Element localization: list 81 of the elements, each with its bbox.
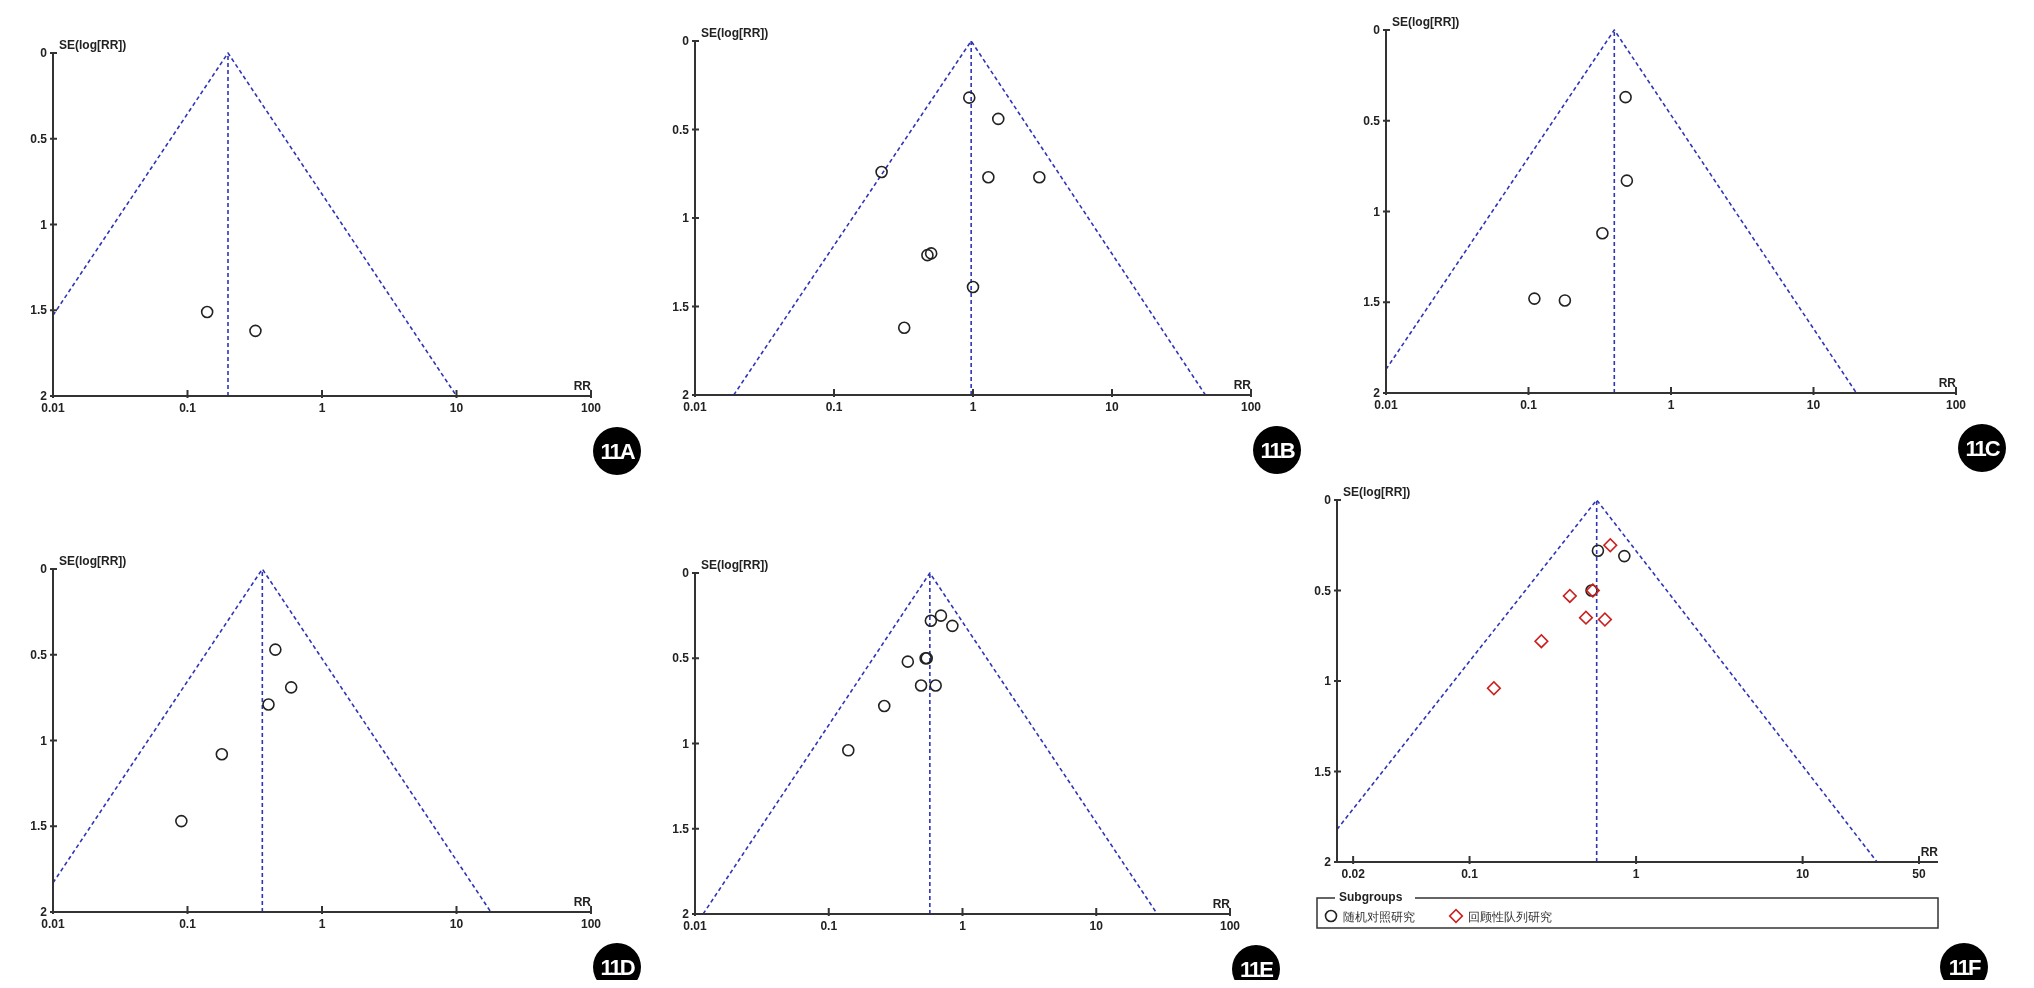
text: 11E [1240, 956, 1274, 982]
x-tick-label: 10 [1806, 398, 1821, 412]
x-axis-title: RR [1920, 845, 1939, 859]
x-tick-label: 0.01 [41, 401, 65, 415]
y-axis-title: SE(log[RR]) [1343, 485, 1411, 499]
y-tick-label: 2 [682, 907, 690, 922]
y-tick-label: 0 [682, 566, 690, 581]
x-tick-label: 100 [1219, 919, 1241, 933]
y-tick-label: 0 [40, 46, 48, 61]
text: 11F [1948, 954, 1981, 980]
text: 11C [1965, 435, 2001, 461]
x-tick-label: 0.01 [683, 400, 707, 414]
y-tick-label: 1 [1373, 204, 1381, 219]
y-tick-label: 1 [682, 736, 690, 751]
y-tick-label: 0.5 [672, 122, 690, 137]
legend-label: 回顾性队列研究 [1468, 909, 1552, 924]
y-tick-label: 1.5 [30, 303, 48, 318]
legend-title: Subgroups [1339, 890, 1403, 904]
y-tick-label: 0 [1373, 23, 1381, 38]
x-tick-label: 0.1 [1461, 867, 1479, 881]
y-tick-label: 1 [40, 217, 48, 232]
text: 11D [600, 954, 635, 980]
y-tick-label: 1.5 [672, 821, 690, 836]
y-tick-label: 2 [682, 388, 690, 403]
x-axis-title: RR [1938, 376, 1957, 390]
x-tick-label: 0.1 [1520, 398, 1538, 412]
y-tick-label: 0.5 [1314, 583, 1332, 598]
x-tick-label: 100 [1240, 400, 1262, 414]
x-axis-title: RR [573, 895, 592, 909]
x-tick-label: 1 [969, 400, 977, 414]
text: 11B [1260, 437, 1295, 463]
x-axis-title: RR [1212, 897, 1231, 911]
x-axis-title: RR [573, 379, 592, 393]
legend-label: 随机对照研究 [1343, 909, 1415, 924]
y-tick-label: 0.5 [30, 647, 48, 662]
y-tick-label: 1.5 [1363, 295, 1381, 310]
x-tick-label: 1 [959, 919, 967, 933]
x-tick-label: 0.1 [179, 917, 197, 931]
y-tick-label: 2 [40, 389, 48, 404]
x-tick-label: 1 [318, 401, 326, 415]
y-axis-title: SE(log[RR]) [1392, 15, 1460, 29]
x-tick-label: 1 [1632, 867, 1640, 881]
y-tick-label: 1.5 [1314, 764, 1332, 779]
x-tick-label: 0.01 [683, 919, 707, 933]
y-tick-label: 0.5 [1363, 113, 1381, 128]
y-tick-label: 0 [682, 34, 690, 49]
y-tick-label: 1.5 [30, 819, 48, 834]
y-tick-label: 2 [1324, 855, 1332, 870]
x-tick-label: 10 [449, 917, 464, 931]
y-tick-label: 0 [1324, 493, 1332, 508]
y-tick-label: 0.5 [30, 131, 48, 146]
y-tick-label: 0.5 [672, 651, 690, 666]
y-tick-label: 1.5 [672, 299, 690, 314]
y-tick-label: 2 [40, 905, 48, 920]
y-axis-title: SE(log[RR]) [701, 558, 769, 572]
x-tick-label: 1 [1667, 398, 1675, 412]
x-axis-title: RR [1233, 378, 1252, 392]
x-tick-label: 100 [580, 917, 602, 931]
x-tick-label: 0.1 [820, 919, 838, 933]
y-tick-label: 0 [40, 562, 48, 577]
text: 11A [600, 438, 636, 464]
x-tick-label: 1 [318, 917, 326, 931]
y-tick-label: 1 [1324, 674, 1332, 689]
x-tick-label: 10 [449, 401, 464, 415]
x-tick-label: 10 [1089, 919, 1104, 933]
x-tick-label: 0.1 [179, 401, 197, 415]
x-tick-label: 10 [1795, 867, 1810, 881]
x-tick-label: 100 [580, 401, 602, 415]
x-tick-label: 100 [1945, 398, 1967, 412]
y-tick-label: 1 [40, 733, 48, 748]
x-tick-label: 0.1 [825, 400, 843, 414]
y-axis-title: SE(log[RR]) [59, 38, 127, 52]
x-tick-label: 0.01 [1374, 398, 1398, 412]
x-tick-label: 0.02 [1341, 867, 1366, 881]
x-tick-label: 50 [1912, 867, 1927, 881]
y-tick-label: 1 [682, 211, 690, 226]
x-tick-label: 0.01 [41, 917, 65, 931]
y-axis-title: SE(log[RR]) [59, 554, 127, 568]
x-tick-label: 10 [1105, 400, 1119, 414]
y-tick-label: 2 [1373, 386, 1381, 401]
y-axis-title: SE(log[RR]) [701, 26, 769, 40]
